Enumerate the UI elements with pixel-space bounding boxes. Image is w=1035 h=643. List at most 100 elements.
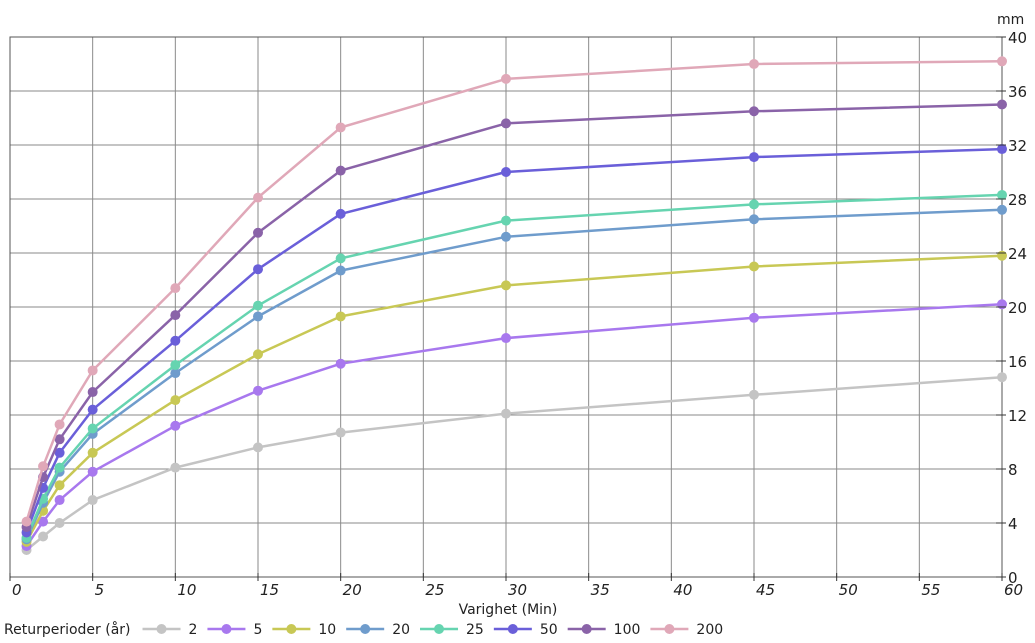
x-tick-label: 30 [508,581,527,599]
legend-label: 20 [392,622,410,638]
y-tick-label: 12 [1008,407,1027,425]
y-tick-label: 32 [1008,137,1027,155]
data-point [253,311,263,322]
data-point [253,385,263,396]
data-point [170,368,181,379]
axes: 0 4 8 12 16 20 24 28 32 36 40 0 5 10 15 20 25 30 35 40 45 50 5… [9,29,1027,599]
data-point [997,144,1007,155]
data-point [54,462,65,473]
data-point [997,299,1007,310]
series-25 [21,189,1007,543]
data-point [54,495,65,506]
x-tick-label: 45 [756,581,775,599]
data-point [335,122,346,133]
data-point [87,365,98,376]
data-point [749,199,759,210]
data-point [335,427,346,438]
data-point [501,408,511,419]
legend-item-5: 5 [207,622,262,638]
series-2 [21,372,1007,555]
data-point [253,300,263,311]
legend-swatch-marker [156,624,167,634]
data-point [38,461,49,472]
legend-item-10: 10 [272,622,336,638]
data-point [54,434,65,445]
legend-swatch-marker [507,624,518,634]
data-point [335,208,346,219]
y-tick-label: 40 [1008,29,1027,47]
data-point [501,231,511,242]
data-point [501,167,511,177]
data-point [253,349,263,360]
y-unit-label: mm [997,12,1024,28]
series-line [25,375,1003,551]
series-20 [21,204,1007,545]
data-point [335,358,346,369]
series-line [25,60,1003,522]
data-point [170,360,181,371]
data-point [170,310,181,321]
data-point [335,265,346,276]
data-point [749,261,759,272]
series-5 [21,299,1007,551]
series-200 [21,56,1007,527]
y-tick-label: 16 [1008,353,1027,371]
y-tick-label: 8 [1008,461,1018,479]
legend-label: 100 [614,622,641,638]
legend-label: 2 [189,622,198,638]
legend-label: 50 [540,622,558,638]
legend-label: 25 [466,622,484,638]
y-tick-label: 24 [1008,245,1027,263]
legend-label: 5 [253,622,262,638]
legend-swatch-marker [360,624,371,634]
data-point [501,215,511,226]
data-point [335,311,346,322]
legend-item-25: 25 [420,622,484,638]
data-point [87,447,98,458]
data-point [501,73,511,84]
series-100 [21,99,1007,533]
legend-title: Returperioder (år) [4,621,131,638]
legend-swatch-marker [434,624,445,634]
data-point [997,250,1007,261]
data-point [87,423,98,434]
data-point [501,118,511,129]
x-tick-label: 25 [425,581,444,599]
data-point [54,518,65,528]
data-point [87,387,98,398]
data-point [54,419,65,430]
data-point [501,333,511,344]
y-tick-label: 36 [1008,83,1027,101]
data-point [170,335,181,346]
data-point [749,389,759,400]
series-line [25,147,1003,533]
legend-item-200: 200 [650,622,723,638]
legend-label: 200 [696,622,723,638]
series-line [25,254,1003,543]
legend-swatch-marker [221,624,232,634]
legend-swatch-marker [664,624,675,634]
x-tick-label: 5 [95,581,105,599]
data-point [253,442,263,453]
data-point [87,466,98,477]
x-tick-label: 60 [1004,581,1023,599]
x-axis-label: Varighet (Min) [459,602,558,618]
data-point [997,372,1007,383]
series-50 [21,144,1007,538]
data-point [997,56,1007,67]
series-line [25,208,1003,540]
y-tick-label: 4 [1008,515,1018,533]
data-point [54,447,65,458]
data-point [38,516,49,527]
legend-swatch-marker [581,624,592,634]
legend-item-2: 2 [142,622,198,638]
data-point [87,495,98,506]
x-tick-label: 0 [12,581,22,599]
data-point [21,516,32,527]
series-line [25,103,1003,528]
data-point [335,253,346,264]
legend-swatch-marker [286,624,297,634]
x-tick-label: 55 [921,581,940,599]
data-point [38,531,49,542]
